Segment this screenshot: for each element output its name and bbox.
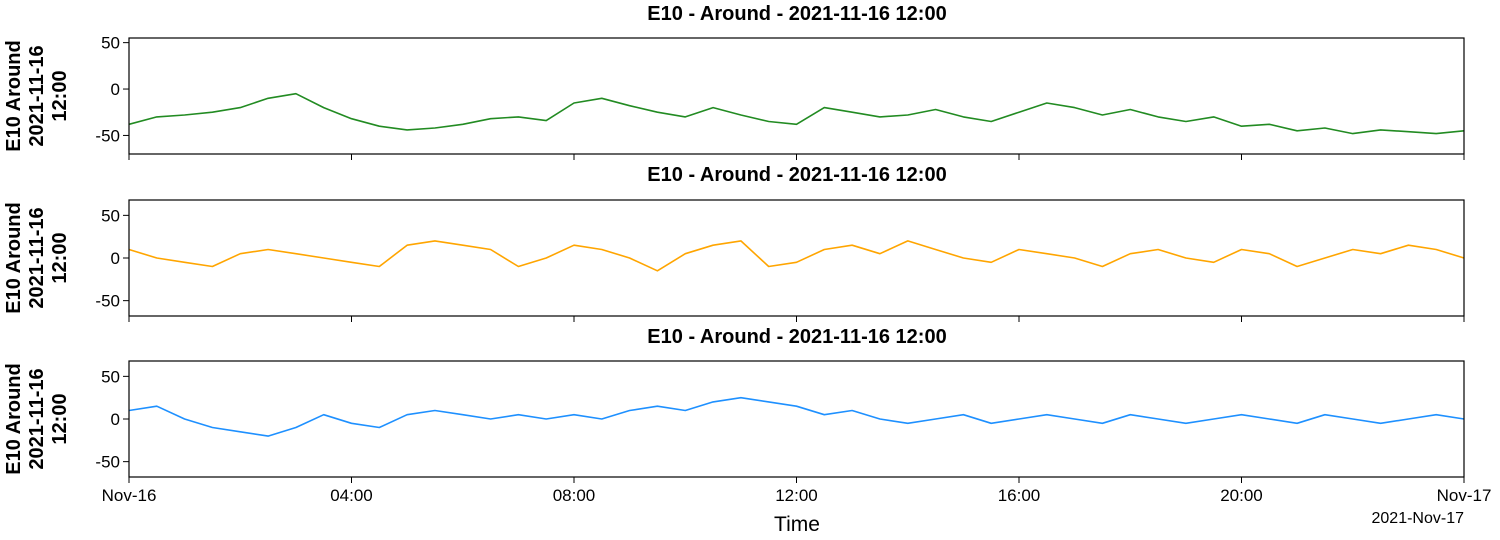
panel-3-title: E10 - Around - 2021-11-16 12:00 (647, 326, 946, 348)
panel-3-frame (128, 360, 1465, 478)
panel-2-ylabel-line-2: 2021-11-16 (26, 207, 48, 308)
xtick-label: 12:00 (775, 486, 818, 505)
xtick-label: Nov-16 (102, 486, 157, 505)
panel-2-xticks (128, 316, 1465, 322)
panel-1-frame (128, 37, 1465, 155)
xtick-label: 20:00 (1220, 486, 1263, 505)
panel-1-ytick-label: 0 (111, 80, 120, 99)
panel-1-series-line (128, 92, 1465, 135)
panel-2-ytick-label: 0 (111, 249, 120, 268)
panel-3-series-line (128, 396, 1465, 437)
x-axis-offset-label: 2021-Nov-17 (1372, 510, 1465, 527)
panel-2-y-axis-label: E10 Around 2021-11-16 12:00 (3, 202, 71, 314)
xtick-label: 16:00 (998, 486, 1041, 505)
panel-2-title: E10 - Around - 2021-11-16 12:00 (647, 164, 946, 186)
panel-3-ylabel-line-3: 12:00 (49, 393, 71, 444)
panel-3: E10 - Around - 2021-11-16 12:00 E10 Arou… (3, 326, 1491, 536)
panel-3-ylabel-line-1: E10 Around (3, 363, 25, 475)
panel-2-series-line (128, 240, 1465, 272)
panel-3-xticks: Nov-16 04:00 08:00 12:00 16:00 20:00 Nov-17 (102, 477, 1492, 505)
panel-1-series (128, 92, 1465, 135)
panel-1-ylabel-line-1: E10 Around (3, 40, 25, 152)
panel-1-ytick-label: -50 (95, 126, 120, 145)
panel-3-ytick-label: 0 (111, 410, 120, 429)
panel-3-y-axis-label: E10 Around 2021-11-16 12:00 (3, 363, 71, 475)
panel-3-ytick-label: -50 (95, 453, 120, 472)
panel-1-xticks (128, 154, 1465, 160)
panel-2-ytick-label: 50 (101, 206, 120, 225)
panel-1-ylabel-line-3: 12:00 (49, 70, 71, 121)
panel-2-ytick-label: -50 (95, 292, 120, 311)
panel-3-ytick-label: 50 (101, 367, 120, 386)
panel-1-ylabel-line-2: 2021-11-16 (26, 45, 48, 146)
panel-2-yticks: 50 0 -50 (95, 206, 129, 311)
panel-3-series (128, 396, 1465, 437)
panel-1-yticks: 50 0 -50 (95, 34, 129, 145)
panel-2: E10 - Around - 2021-11-16 12:00 E10 Arou… (3, 164, 1465, 322)
panel-2-ylabel-line-3: 12:00 (49, 232, 71, 283)
panel-1-ytick-label: 50 (101, 34, 120, 53)
panel-2-frame (128, 199, 1465, 317)
panel-3-ylabel-line-2: 2021-11-16 (26, 368, 48, 469)
panel-1: E10 - Around - 2021-11-16 12:00 E10 Arou… (3, 3, 1465, 160)
xtick-label: Nov-17 (1437, 486, 1492, 505)
xtick-label: 08:00 (553, 486, 596, 505)
panel-2-ylabel-line-1: E10 Around (3, 202, 25, 314)
x-axis-label: Time (774, 513, 820, 536)
panel-2-series (128, 240, 1465, 272)
panel-1-y-axis-label: E10 Around 2021-11-16 12:00 (3, 40, 71, 152)
panel-1-title: E10 - Around - 2021-11-16 12:00 (647, 3, 946, 25)
xtick-label: 04:00 (330, 486, 373, 505)
panel-3-yticks: 50 0 -50 (95, 367, 129, 472)
